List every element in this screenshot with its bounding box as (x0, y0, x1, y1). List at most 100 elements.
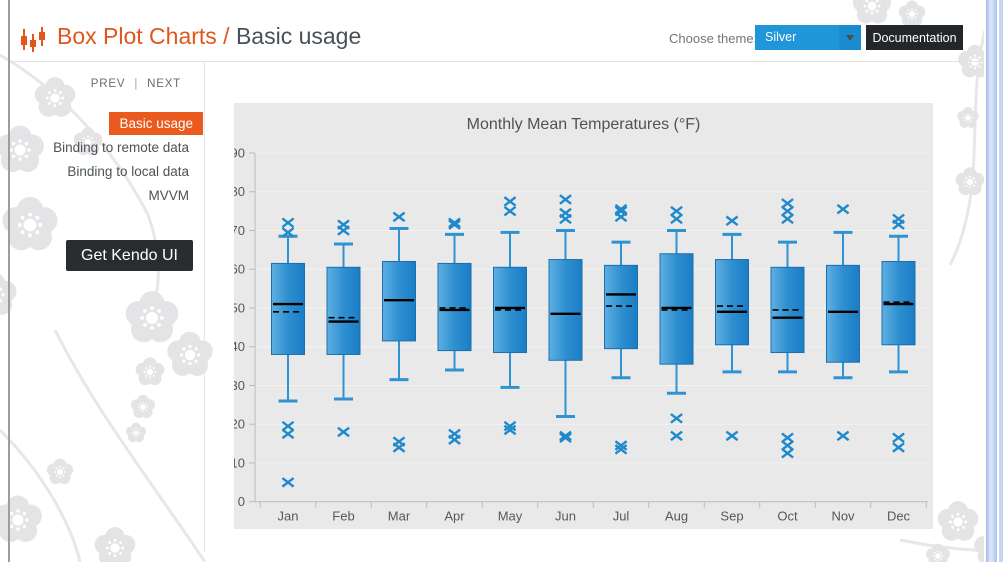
next-link[interactable]: NEXT (147, 78, 181, 90)
get-kendo-ui-button[interactable]: Get Kendo UI (66, 240, 193, 271)
outlier-mark (281, 227, 295, 238)
outlier-mark (892, 219, 905, 230)
outlier-mark (503, 420, 517, 432)
x-axis-label: Oct (777, 509, 798, 524)
boxplot-Mar (382, 211, 416, 453)
boxplot-May (493, 196, 527, 436)
y-axis-label: 0 (238, 494, 245, 509)
y-axis-label: 50 (234, 300, 245, 315)
x-axis-label: Jul (613, 509, 630, 524)
outlier-mark (337, 225, 350, 236)
y-axis-label: 60 (234, 262, 245, 277)
boxplot-Dec (881, 213, 916, 453)
outlier-mark (781, 448, 794, 459)
chart-title: Monthly Mean Temperatures (°F) (466, 116, 701, 133)
outlier-mark (614, 203, 628, 215)
outlier-mark (781, 432, 794, 444)
y-axis-label: 10 (234, 455, 245, 470)
outlier-mark (725, 430, 739, 442)
outlier-mark (725, 215, 739, 227)
y-axis-label: 40 (234, 339, 245, 354)
y-axis-label: 80 (234, 184, 245, 199)
sidebar-item-binding-remote-data[interactable]: Binding to remote data (53, 140, 189, 155)
x-axis-label: Mar (388, 509, 411, 524)
page-title: Box Plot Charts / Basic usage (57, 23, 361, 50)
outlier-mark (781, 213, 794, 225)
chart-panel: Monthly Mean Temperatures (°F) 0 10 20 30 40… (234, 103, 933, 529)
x-axis-label: Jun (555, 509, 576, 524)
y-axis-label: 20 (234, 417, 245, 432)
gridlines (255, 152, 928, 464)
boxplot-Sep (715, 215, 749, 442)
outlier-mark (281, 477, 295, 488)
window-left-border (8, 0, 10, 562)
outlier-mark (559, 194, 572, 205)
prev-next-nav: PREV | NEXT (0, 78, 181, 90)
x-axis-label: Apr (444, 509, 465, 524)
outlier-mark (281, 217, 295, 228)
chevron-down-icon (846, 34, 854, 41)
outlier-mark (781, 198, 794, 209)
outlier-mark (559, 430, 572, 442)
boxplot-Jan (271, 217, 305, 488)
outlier-mark (448, 219, 461, 230)
boxplot-Feb (326, 219, 361, 438)
page-title-primary: Box Plot Charts / (57, 23, 230, 49)
documentation-button[interactable]: Documentation (866, 25, 963, 50)
outlier-mark (503, 205, 517, 217)
x-axis-label: Sep (720, 509, 743, 524)
page-title-secondary: Basic usage (235, 23, 362, 49)
sidebar-item-binding-local-data[interactable]: Binding to local data (67, 164, 189, 179)
boxplot-Apr (437, 217, 472, 445)
y-axis-label: 90 (234, 146, 245, 161)
vertical-scrollbar[interactable] (984, 0, 1003, 562)
outlier-mark (503, 196, 517, 207)
theme-dropdown-value: Silver (765, 30, 797, 44)
outlier-mark (836, 203, 850, 215)
outlier-mark (781, 440, 794, 451)
outlier-mark (614, 440, 628, 451)
prev-next-separator: | (134, 78, 139, 90)
x-axis-label: Nov (831, 509, 855, 524)
boxplot-chart: 0 10 20 30 40 50 60 70 80 90 Jan Feb Mar Apr May Jun Jul… (234, 146, 928, 524)
outlier-mark (559, 213, 572, 225)
theme-dropdown-arrow-zone[interactable] (839, 25, 861, 50)
boxplot-Jun (548, 194, 583, 444)
theme-dropdown[interactable]: Silver (755, 25, 861, 50)
sidebar-item-mvvm[interactable]: MVVM (148, 188, 190, 203)
outlier-mark (337, 426, 350, 438)
outlier-mark (892, 432, 905, 444)
sidebar-divider (204, 62, 205, 552)
outlier-mark (559, 432, 572, 444)
outlier-mark (614, 444, 628, 455)
y-axis-label: 70 (234, 223, 245, 238)
outlier-mark (281, 428, 295, 440)
x-axis-label: Feb (332, 509, 354, 524)
outlier-mark (281, 420, 295, 432)
outlier-mark (392, 211, 406, 223)
boxplot-Nov (826, 203, 860, 442)
prev-link[interactable]: PREV (90, 78, 126, 90)
x-axis-label: Jan (278, 509, 299, 524)
y-axis-label: 30 (234, 378, 245, 393)
outlier-mark (448, 434, 461, 445)
x-axis-label: Aug (665, 509, 688, 524)
outlier-mark (781, 205, 794, 217)
sidebar-nav: Basic usage Binding to remote data Bindi… (0, 112, 203, 208)
choose-theme-label: Choose theme: (669, 31, 758, 46)
header-divider (10, 61, 984, 62)
outlier-mark (392, 442, 406, 453)
outlier-mark (836, 430, 850, 442)
outlier-mark (503, 424, 517, 436)
outlier-mark (670, 213, 683, 225)
boxplot-Aug (659, 205, 694, 442)
boxplot-Jul (604, 203, 638, 455)
boxplot-Oct (770, 198, 805, 459)
outlier-mark (670, 430, 683, 442)
outlier-mark (892, 442, 905, 453)
sidebar-item-basic-usage[interactable]: Basic usage (0, 112, 203, 135)
outlier-mark (448, 217, 461, 228)
outlier-mark (670, 413, 683, 424)
axes: 0 10 20 30 40 50 60 70 80 90 Jan Feb Mar Apr May Jun Jul… (234, 146, 928, 524)
